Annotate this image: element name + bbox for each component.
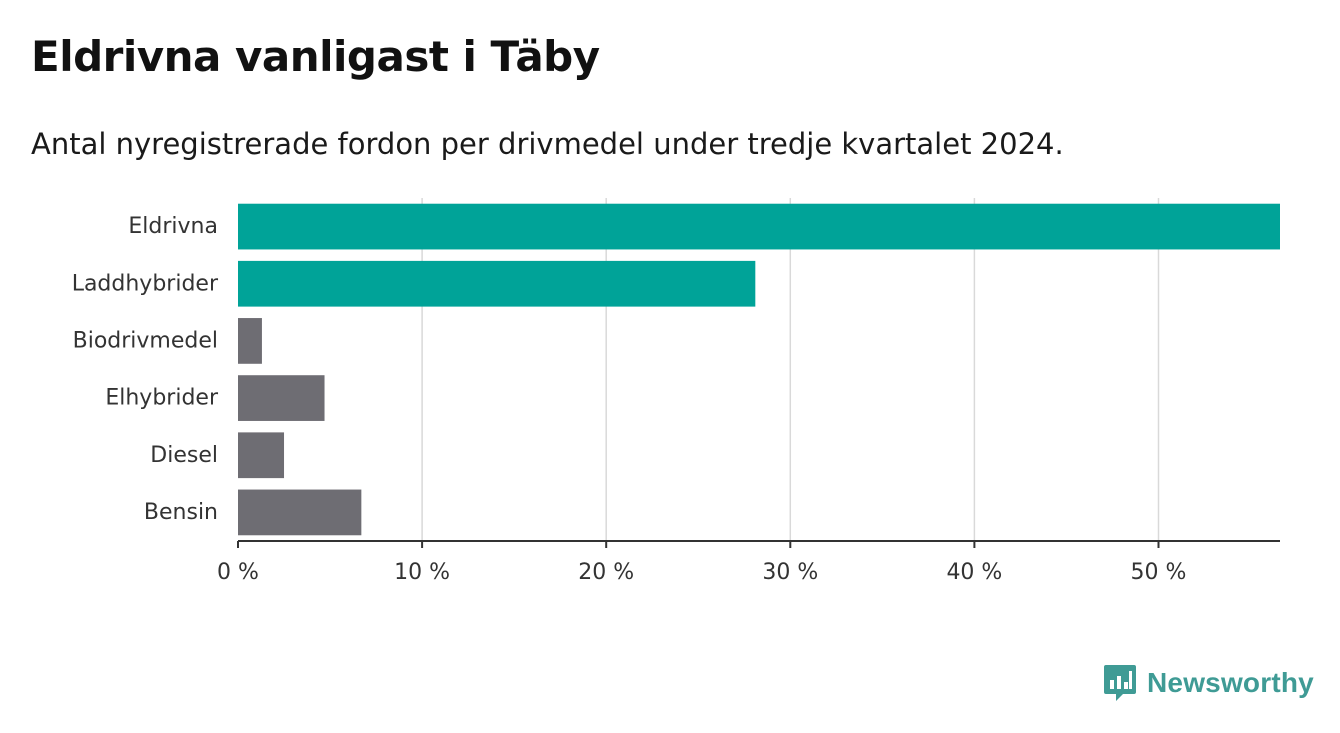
bar-bensin [238,489,362,536]
x-tick-label: 30 % [762,560,818,585]
bar-laddhybrider [238,260,756,307]
category-label: Eldrivna [128,214,218,239]
brand-name: Newsworthy [1147,667,1314,698]
bar-biodrivmedel [238,318,262,364]
chart-title: Eldrivna vanligast i Täby [31,32,600,81]
category-label: Biodrivmedel [73,328,218,353]
x-tick-label: 50 % [1131,560,1187,585]
x-tick-label: 20 % [578,560,634,585]
bar-diesel [238,432,285,479]
chart-subtitle: Antal nyregistrerade fordon per drivmede… [31,127,1064,161]
category-label: Laddhybrider [72,271,219,296]
x-tick-label: 0 % [217,560,259,585]
category-labels: Eldrivna Laddhybrider Biodrivmedel Elhybrid… [72,214,219,525]
category-label: Diesel [150,443,218,468]
bar-chart-logo-icon [1104,665,1136,701]
gridlines [421,198,1160,541]
bars [238,203,1280,536]
newsworthy-brand: Newsworthy [1103,662,1314,704]
category-label: Bensin [144,500,218,525]
bar-eldrivna [238,203,1280,250]
x-tick-label: 10 % [394,560,450,585]
x-tick-label: 40 % [946,560,1002,585]
bar-elhybrider [238,375,325,421]
x-axis: 0 % 10 % 20 % 30 % 40 % 50 % [217,540,1280,585]
category-label: Elhybrider [105,386,219,411]
